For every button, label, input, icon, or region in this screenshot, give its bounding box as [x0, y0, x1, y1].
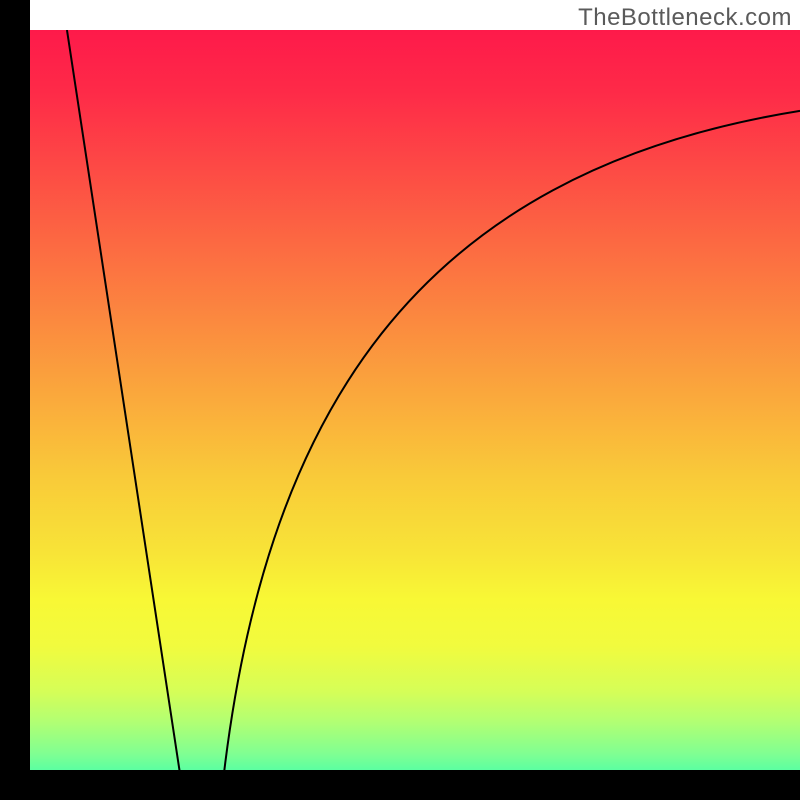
curve-descending-segment — [67, 30, 184, 800]
watermark-text: TheBottleneck.com — [578, 4, 792, 32]
bottleneck-curve — [30, 30, 800, 800]
chart-container: TheBottleneck.com — [0, 0, 800, 800]
plot-area — [30, 30, 800, 800]
curve-ascending-segment — [221, 111, 800, 800]
axis-left-border — [0, 0, 30, 800]
axis-bottom-border — [0, 770, 800, 800]
